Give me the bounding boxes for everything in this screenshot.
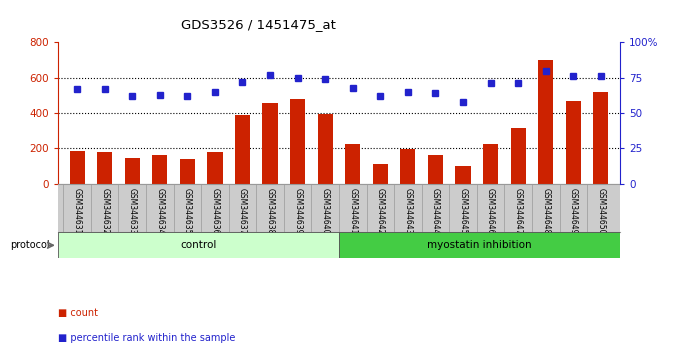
Bar xyxy=(290,99,305,184)
Text: protocol: protocol xyxy=(10,240,50,250)
Text: GSM344650: GSM344650 xyxy=(596,188,605,234)
Text: ■ percentile rank within the sample: ■ percentile rank within the sample xyxy=(58,333,235,343)
Text: myostatin inhibition: myostatin inhibition xyxy=(427,240,532,250)
Text: GSM344634: GSM344634 xyxy=(155,188,165,234)
Bar xyxy=(97,152,112,184)
Bar xyxy=(483,144,498,184)
Text: GSM344636: GSM344636 xyxy=(210,188,220,234)
Text: GSM344637: GSM344637 xyxy=(238,188,247,234)
Bar xyxy=(401,149,415,184)
Text: GSM344649: GSM344649 xyxy=(568,188,578,234)
Bar xyxy=(373,164,388,184)
Bar xyxy=(207,152,222,184)
Bar xyxy=(345,144,360,184)
Text: GSM344633: GSM344633 xyxy=(128,188,137,234)
Bar xyxy=(593,92,609,184)
Text: GSM344647: GSM344647 xyxy=(513,188,523,234)
Bar xyxy=(235,115,250,184)
Text: GSM344632: GSM344632 xyxy=(100,188,109,234)
Bar xyxy=(124,158,140,184)
Text: GSM344638: GSM344638 xyxy=(266,188,275,234)
Bar xyxy=(428,155,443,184)
Text: control: control xyxy=(180,240,216,250)
Bar xyxy=(262,103,277,184)
Text: GSM344648: GSM344648 xyxy=(541,188,550,234)
Text: GSM344639: GSM344639 xyxy=(293,188,302,234)
Bar xyxy=(566,101,581,184)
Bar xyxy=(152,155,167,184)
Text: GSM344631: GSM344631 xyxy=(73,188,82,234)
Bar xyxy=(456,166,471,184)
Bar xyxy=(538,60,554,184)
Text: GDS3526 / 1451475_at: GDS3526 / 1451475_at xyxy=(181,18,336,31)
Text: GSM344643: GSM344643 xyxy=(403,188,412,234)
Bar xyxy=(511,128,526,184)
Text: GSM344645: GSM344645 xyxy=(458,188,468,234)
Bar xyxy=(69,151,85,184)
Text: GSM344641: GSM344641 xyxy=(348,188,357,234)
Bar xyxy=(180,159,195,184)
Bar xyxy=(58,232,339,258)
Text: GSM344644: GSM344644 xyxy=(431,188,440,234)
Text: GSM344635: GSM344635 xyxy=(183,188,192,234)
Text: GSM344642: GSM344642 xyxy=(376,188,385,234)
Text: GSM344646: GSM344646 xyxy=(486,188,495,234)
Bar xyxy=(339,232,620,258)
Text: ■ count: ■ count xyxy=(58,308,98,318)
Bar xyxy=(318,114,333,184)
Text: GSM344640: GSM344640 xyxy=(321,188,330,234)
